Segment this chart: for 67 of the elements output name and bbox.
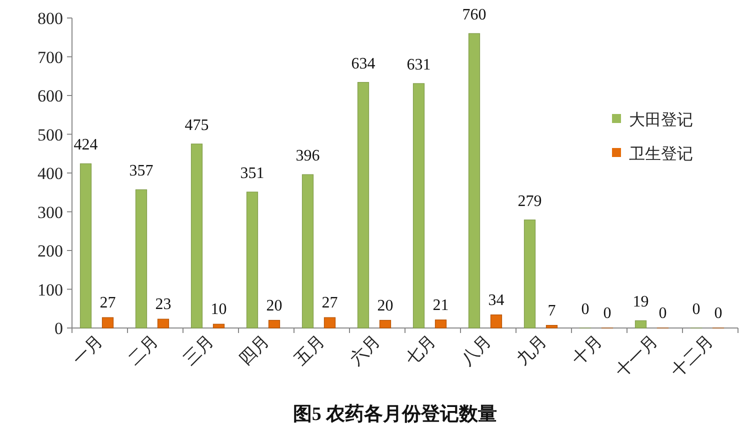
y-tick-label: 200 [38, 242, 63, 260]
y-tick-label: 800 [38, 9, 63, 28]
bar [157, 318, 170, 328]
data-label: 634 [351, 55, 376, 72]
bar [546, 324, 558, 328]
data-label: 27 [322, 294, 338, 312]
data-label: 0 [692, 301, 700, 318]
bar [302, 174, 314, 328]
data-label: 20 [266, 297, 282, 314]
data-label: 0 [581, 301, 590, 318]
bar [524, 220, 536, 328]
legend-label: 大田登记 [629, 111, 693, 129]
x-tick-label: 一月 [69, 331, 107, 369]
bar [490, 314, 502, 328]
data-label: 475 [184, 116, 209, 134]
x-tick-label: 二月 [124, 331, 162, 369]
x-tick-label: 十二月 [668, 331, 718, 381]
text: 图5 农药各月份登记数量 [292, 403, 498, 425]
x-tick-label: 五月 [291, 331, 329, 369]
data-label: 0 [603, 305, 612, 322]
y-tick-label: 600 [38, 86, 63, 106]
y-tick-label: 0 [54, 319, 63, 338]
bar [268, 320, 280, 328]
bar [357, 82, 370, 328]
data-label: 19 [632, 294, 649, 311]
x-tick-label: 十月 [568, 331, 606, 369]
x-tick-label: 十一月 [612, 331, 662, 381]
bar [135, 189, 148, 328]
y-tick-label: 500 [38, 125, 63, 144]
data-label: 424 [74, 136, 98, 154]
y-tick-label: 100 [38, 280, 63, 300]
data-label: 34 [488, 292, 504, 309]
x-tick-label: 九月 [513, 331, 551, 369]
data-label: 21 [432, 296, 449, 314]
bar [324, 317, 336, 328]
bar [434, 320, 447, 328]
x-tick-label: 三月 [180, 331, 218, 369]
legend-label: 卫生登记 [629, 145, 693, 163]
data-label: 396 [296, 148, 320, 165]
bar [212, 324, 225, 328]
y-tick-label: 700 [38, 48, 63, 67]
bar [102, 317, 114, 328]
x-tick-label: 八月 [458, 331, 496, 369]
y-tick-label: 300 [38, 202, 63, 222]
bar [190, 144, 203, 328]
y-tick-label: 400 [38, 164, 63, 183]
data-label: 27 [100, 294, 116, 312]
data-label: 20 [377, 297, 394, 314]
data-label: 7 [548, 302, 556, 320]
bar [379, 320, 392, 328]
x-tick-label: 六月 [346, 331, 384, 369]
data-label: 10 [210, 301, 227, 318]
data-label: 631 [406, 56, 431, 74]
x-tick-label: 七月 [402, 331, 440, 369]
bar [246, 192, 258, 328]
data-label: 279 [518, 192, 542, 210]
data-label: 23 [155, 296, 172, 314]
bar [80, 163, 92, 328]
data-label: 357 [129, 162, 154, 180]
x-tick-label: 四月 [236, 331, 274, 369]
data-label: 0 [658, 305, 667, 322]
bar [468, 33, 480, 328]
data-label: 760 [462, 6, 486, 24]
bar [634, 320, 647, 328]
data-label: 0 [714, 305, 722, 322]
bar [412, 83, 425, 328]
data-label: 351 [240, 164, 264, 182]
